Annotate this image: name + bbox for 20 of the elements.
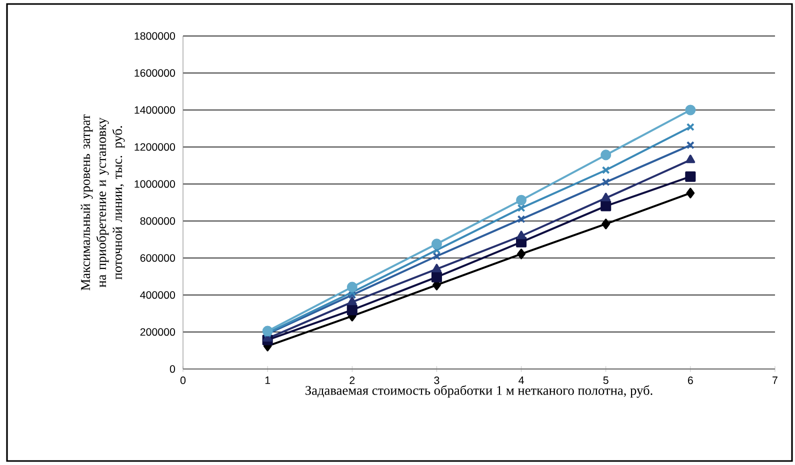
y-tick-label: 800000 (140, 217, 176, 225)
y-axis-title: Максимальный уровень затрат на приобретение и установку поточной линии, тыс. руб. (80, 114, 125, 290)
x-tick-label: 5 (603, 376, 608, 384)
y-tick-label: 1600000 (134, 69, 176, 77)
y-tick-label: 1000000 (134, 180, 176, 188)
y-tick-label: 1800000 (134, 32, 176, 40)
y-tick-label: 0 (170, 365, 176, 373)
x-axis-title: Задаваемая стоимость обработки 1 м нетканого полотна, руб. (306, 385, 652, 398)
y-tick-label: 400000 (140, 291, 176, 299)
x-tick-label: 7 (772, 376, 778, 384)
x-tick-label: 0 (180, 376, 186, 384)
x-tick-label: 1 (265, 376, 270, 384)
x-tick-label: 2 (350, 376, 355, 384)
y-tick-label: 1400000 (134, 106, 176, 114)
y-tick-label: 1200000 (134, 143, 176, 151)
x-tick-label: 3 (434, 376, 440, 384)
x-tick-label: 4 (518, 376, 524, 384)
y-tick-label: 200000 (140, 328, 176, 336)
x-tick-label: 6 (688, 376, 693, 384)
y-tick-label: 600000 (140, 254, 176, 262)
